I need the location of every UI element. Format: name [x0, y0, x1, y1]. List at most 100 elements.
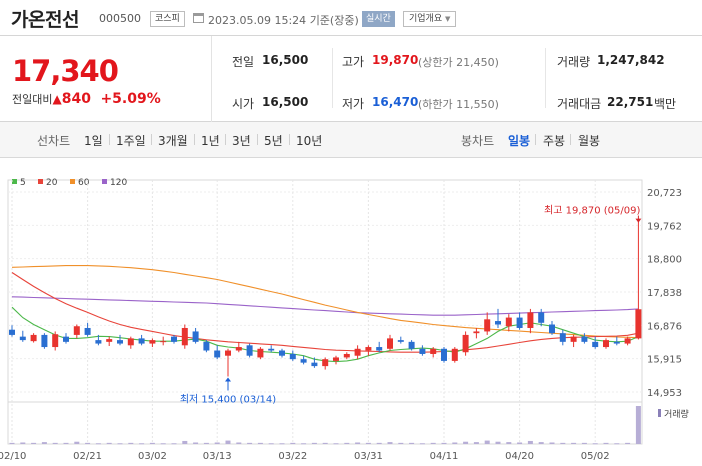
legend-label-120: 120: [110, 178, 127, 188]
period-1y[interactable]: 1년: [201, 134, 220, 148]
low-arrow-head: [225, 377, 231, 382]
high-label: 고가: [342, 55, 365, 69]
candle-body: [419, 348, 426, 354]
current-price-box: 17,340 전일대비▲840 +5.09%: [0, 36, 212, 122]
volume-bar: [409, 442, 415, 444]
volume-bar: [527, 440, 533, 444]
candle-body: [257, 348, 264, 358]
volume-bar: [290, 442, 296, 444]
candle-body: [484, 319, 491, 332]
volume-bar: [322, 442, 328, 444]
volume-bar: [63, 442, 69, 444]
volume-bar: [603, 442, 609, 444]
y-tick-label: 14,953: [647, 388, 682, 399]
candle-body: [192, 331, 199, 342]
volume-bar: [95, 443, 101, 445]
volume-bar: [560, 442, 566, 444]
volume-legend-swatch: [658, 409, 661, 417]
upper-limit: (상한가 21,450): [418, 56, 499, 69]
volume-value: 1,247,842: [597, 53, 665, 67]
candle-body: [635, 309, 642, 339]
volume-bar: [473, 442, 479, 444]
candle-body: [451, 348, 458, 361]
volume-bar: [495, 441, 501, 444]
period-10y[interactable]: 10년: [296, 134, 323, 148]
ma120-line: [11, 296, 639, 316]
candle-body: [473, 331, 480, 334]
current-price: 17,340: [12, 54, 119, 88]
volume-label: 거래량: [557, 55, 591, 69]
candle-chart-label: 봉차트: [461, 134, 495, 148]
open-label: 시가: [232, 97, 255, 111]
x-tick-label: 03/13: [203, 451, 232, 462]
volume-bar: [117, 443, 123, 445]
x-tick-label: 04/20: [505, 451, 534, 462]
up-arrow-icon: ▲: [52, 92, 62, 106]
candle-body: [63, 336, 69, 342]
candle-body: [95, 340, 102, 344]
candle-daily[interactable]: 일봉: [508, 134, 531, 148]
volume-bar: [160, 443, 166, 445]
candle-body: [516, 317, 523, 328]
period-1d[interactable]: 1일: [84, 134, 103, 148]
candle-monthly[interactable]: 월봉: [578, 134, 601, 148]
volume-bar: [236, 442, 242, 444]
candle-body: [624, 338, 631, 344]
candle-body: [592, 341, 599, 348]
realtime-badge: 실시간: [362, 11, 395, 27]
stock-name: 가온전선: [11, 9, 79, 31]
volume-label: 거래량: [664, 408, 689, 420]
candle-body: [171, 336, 177, 342]
volume-bar: [484, 440, 490, 444]
volume-bar: [592, 443, 598, 445]
period-3y[interactable]: 3년: [232, 134, 251, 148]
divider: [545, 48, 546, 108]
volume-bar: [538, 442, 544, 444]
candle-body: [246, 345, 253, 356]
high-arrow-head: [635, 218, 642, 223]
amount-unit: 백만: [654, 97, 677, 111]
prev-close-value: 16,500: [262, 53, 309, 67]
volume-bar: [74, 441, 80, 444]
volume-bar: [506, 442, 512, 444]
volume-bar: [20, 442, 26, 444]
candle-body: [30, 334, 37, 342]
x-tick-label: 02/21: [73, 451, 102, 462]
legend-label-5: 5: [20, 178, 26, 188]
volume-bar: [549, 442, 555, 444]
candle-body: [430, 348, 437, 354]
x-tick-label: 03/31: [354, 451, 383, 462]
volume-bar: [571, 442, 577, 444]
period-3m[interactable]: 3개월: [158, 134, 188, 148]
volume-bar: [182, 440, 188, 444]
x-tick-label: 02/10: [0, 451, 26, 462]
x-tick-label: 05/02: [581, 451, 610, 462]
volume-bar: [139, 443, 145, 445]
lower-limit: (하한가 11,550): [418, 98, 499, 111]
legend-swatch-5: [12, 179, 17, 184]
candle-weekly[interactable]: 주봉: [543, 134, 566, 148]
company-profile-button[interactable]: 기업개요 ▼: [403, 11, 457, 27]
market-badge: 코스피: [150, 11, 185, 27]
low-label: 저가: [342, 97, 365, 111]
period-1w[interactable]: 1주일: [116, 134, 146, 148]
price-change: 전일대비▲840 +5.09%: [12, 91, 161, 107]
volume-bar: [376, 442, 382, 444]
high-annotation: 최고 19,870 (05/09): [544, 205, 640, 217]
candle-body: [149, 340, 156, 344]
y-tick-label: 19,762: [647, 221, 682, 232]
candle-body: [268, 348, 275, 351]
candle-body: [387, 338, 393, 349]
legend-swatch-20: [38, 179, 43, 184]
candle-body: [106, 339, 113, 342]
candle-body: [376, 347, 383, 351]
candle-body: [462, 334, 469, 353]
volume-bar: [365, 442, 371, 444]
candle-body: [559, 333, 566, 342]
volume-bar: [106, 442, 112, 444]
period-5y[interactable]: 5년: [264, 134, 283, 148]
legend-swatch-60: [70, 179, 75, 184]
volume-bar: [311, 442, 317, 444]
volume-bar: [463, 441, 469, 444]
legend-swatch-120: [102, 179, 107, 184]
